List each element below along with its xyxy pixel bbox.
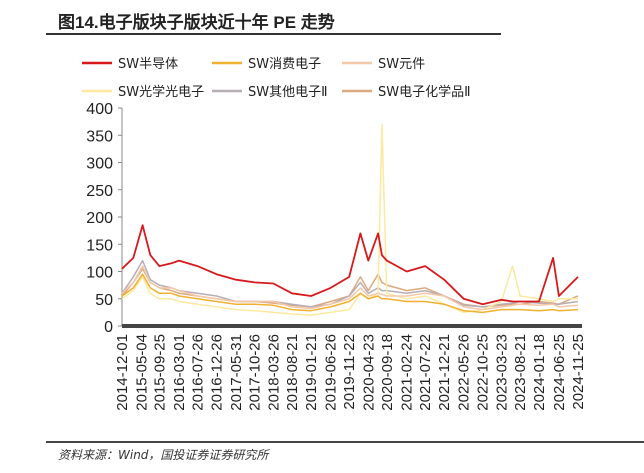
x-tick-label: 2024-11-25 [570,334,587,410]
x-tick-label: 2020-09-18 [379,334,396,411]
x-tick-label: 2021-07-22 [417,334,434,411]
series-line [121,273,579,314]
x-tick-label: 2023-08-21 [512,334,529,411]
x-tick-label: 2020-04-23 [360,334,377,411]
y-tick-label: 300 [86,156,113,173]
x-tick-label: 2022-05-26 [456,334,473,411]
y-tick-label: 0 [104,319,113,336]
series-line [121,259,579,308]
figure-title: 图14.电子版块子版块近十年 PE 走势 [58,13,335,32]
x-tick-label: 2019-01-21 [303,334,320,411]
x-tick-label: 2016-03-01 [171,334,188,411]
title-underline [46,33,501,35]
legend-label: SW电子化学品Ⅱ [378,84,471,100]
legend-label: SW其他电子Ⅱ [248,85,328,100]
x-tick-label: 2018-08-21 [284,334,301,411]
legend-label: SW半导体 [118,57,178,72]
x-tick-label: 2019-11-22 [341,334,358,410]
y-tick-label: 350 [86,128,113,145]
x-tick-label: 2017-05-31 [228,334,245,411]
x-tick-label: 2017-10-26 [247,334,264,411]
series-line [121,268,579,308]
x-tick-label: 2024-01-18 [531,334,548,411]
x-tick-label: 2016-12-26 [209,334,226,411]
series-line [121,224,579,306]
y-tick-label: 200 [86,210,113,227]
legend-label: SW元件 [378,57,425,72]
x-tick-label: 2014-12-01 [114,334,131,411]
x-tick-label: 2015-05-04 [133,334,150,411]
bottom-rule [46,441,644,443]
y-tick-label: 50 [95,292,113,309]
x-tick-label: 2019-06-26 [323,334,340,411]
x-tick-label: 2022-10-25 [475,334,492,411]
legend-label: SW光学光电子 [118,84,204,100]
x-tick-label: 2024-06-25 [551,334,568,411]
x-tick-label: 2023-03-23 [493,334,510,411]
series-line [121,265,579,311]
legend-label: SW消费电子 [248,57,321,72]
y-tick-label: 250 [86,183,113,200]
y-tick-label: 150 [86,237,113,254]
x-tick-label: 2021-02-24 [399,334,416,411]
x-tick-label: 2018-03-26 [265,334,282,411]
source-note: 资料来源：Wind，国投证券证券研究所 [58,448,269,462]
x-tick-label: 2015-09-25 [151,334,168,411]
series-line [121,123,578,316]
y-tick-label: 400 [86,101,113,118]
x-tick-label: 2021-12-21 [436,334,453,411]
x-tick-label: 2016-07-26 [189,334,206,411]
y-tick-label: 100 [86,265,113,282]
